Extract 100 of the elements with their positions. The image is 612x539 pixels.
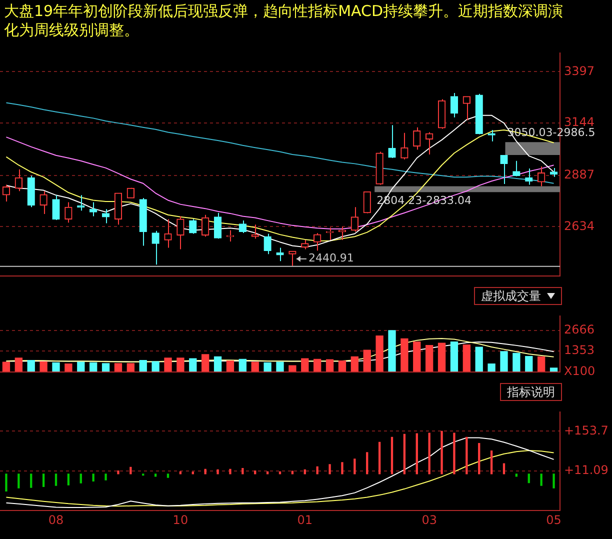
candlestick <box>426 132 434 156</box>
bar <box>326 359 334 372</box>
bar <box>18 474 20 488</box>
candlestick <box>450 92 458 118</box>
bar <box>540 474 542 486</box>
bar <box>301 358 309 372</box>
bar <box>525 356 533 372</box>
bar <box>341 462 344 474</box>
y-tick-label: 2666 <box>564 322 595 337</box>
chart-title: 虚拟成交量 <box>481 288 541 304</box>
bar <box>189 358 197 372</box>
bar <box>500 351 508 372</box>
bar <box>40 361 48 372</box>
bar <box>354 458 356 474</box>
candlestick <box>164 218 172 248</box>
bar <box>104 474 107 480</box>
y-tick-label: 1353 <box>564 342 595 357</box>
candlestick <box>525 168 533 186</box>
candlestick <box>90 202 98 217</box>
bar <box>90 362 98 372</box>
bar <box>416 433 418 474</box>
bar <box>202 354 210 372</box>
bar <box>426 344 434 372</box>
bar <box>552 474 555 488</box>
candlestick <box>202 214 210 238</box>
ref-line-label: 2440.91 <box>308 252 354 265</box>
bar <box>378 442 381 474</box>
bar <box>54 474 58 486</box>
candlestick <box>462 96 470 121</box>
candlestick <box>500 154 508 184</box>
bar <box>264 362 272 372</box>
bar <box>92 474 94 482</box>
bar <box>338 360 346 372</box>
y-tick-label: 2634 <box>564 218 595 233</box>
bar <box>363 350 371 372</box>
candlestick <box>264 233 272 255</box>
candlestick <box>189 218 197 234</box>
candlestick <box>363 191 371 214</box>
bar <box>388 330 396 372</box>
bar <box>350 356 358 372</box>
bar <box>229 468 232 474</box>
bar <box>314 358 322 372</box>
bar <box>413 342 421 372</box>
bar <box>438 342 446 372</box>
bar <box>166 474 170 478</box>
bar <box>176 358 184 372</box>
bar <box>400 338 408 372</box>
bar <box>328 464 331 474</box>
bar <box>152 361 160 372</box>
bar <box>288 365 296 372</box>
bar <box>117 470 120 474</box>
chart-title: 大盘19年年初创阶段新低后现强反弹，趋向性指标MACD持续攀升。近期指数深调演化为周线级别调整。 <box>3 1 564 41</box>
candlestick <box>301 240 309 250</box>
bar <box>64 364 72 372</box>
bar <box>139 360 147 372</box>
candlestick <box>413 126 421 150</box>
y-tick-label: 3397 <box>564 64 595 78</box>
bar <box>102 363 110 372</box>
x-tick-label: 10 <box>172 512 188 527</box>
bar <box>2 362 10 372</box>
bar <box>538 356 546 372</box>
bar <box>390 436 394 474</box>
bar <box>5 474 8 492</box>
candlestick <box>251 224 259 240</box>
bar <box>114 363 122 372</box>
x-tick-label: 05 <box>546 512 562 527</box>
bar <box>376 335 384 372</box>
bar <box>490 450 493 474</box>
bar <box>462 344 470 372</box>
bar <box>52 362 60 372</box>
bar <box>488 364 496 372</box>
candlestick <box>102 208 110 224</box>
candlestick <box>52 194 60 220</box>
bar <box>440 430 443 474</box>
candlestick <box>388 124 396 158</box>
candlestick <box>350 206 358 232</box>
bar <box>366 452 368 474</box>
candlestick <box>338 226 346 241</box>
x-tick-label: 01 <box>297 512 313 527</box>
candlestick <box>314 232 322 252</box>
bar <box>403 434 406 474</box>
y-tick-label: X100 <box>564 364 596 378</box>
y-tick-label: 2887 <box>564 167 595 182</box>
chart-title: 指标说明 <box>507 384 555 400</box>
candlestick <box>176 216 184 250</box>
bar <box>27 360 35 372</box>
bar <box>77 362 85 372</box>
bar <box>164 358 172 372</box>
bar <box>238 358 246 372</box>
bar <box>14 358 22 372</box>
bar <box>67 474 70 486</box>
candlestick <box>214 212 222 240</box>
bar <box>251 362 259 372</box>
bar <box>30 474 32 488</box>
bar <box>512 352 520 372</box>
bar <box>216 469 219 474</box>
bar <box>276 362 284 372</box>
bar <box>528 474 530 484</box>
candlestick <box>77 194 85 212</box>
bar <box>450 342 458 372</box>
